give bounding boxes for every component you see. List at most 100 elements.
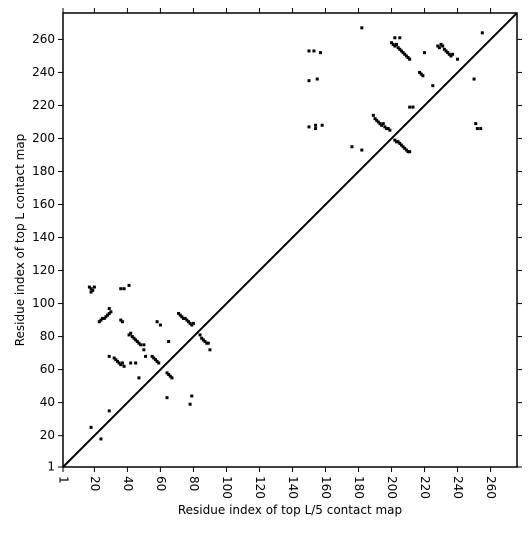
contact-point (208, 348, 212, 352)
contact-point (383, 125, 387, 129)
contact-point (150, 354, 154, 358)
contact-point (188, 402, 192, 406)
contact-point (157, 361, 161, 365)
contact-point (444, 49, 448, 53)
contact-point (165, 396, 169, 400)
contact-point (144, 354, 148, 358)
contact-point (137, 341, 141, 345)
contact-point (378, 122, 382, 126)
contact-point (393, 138, 397, 142)
contact-point (107, 354, 111, 358)
contact-point (119, 318, 123, 322)
contact-point (320, 123, 324, 127)
contact-point (375, 118, 379, 122)
contact-point (152, 356, 156, 360)
contact-point (456, 57, 460, 61)
contact-point (107, 311, 111, 315)
contact-point (447, 52, 451, 56)
contact-point (421, 74, 425, 78)
contact-point (403, 52, 407, 56)
contact-point (401, 51, 405, 55)
contact-point (398, 36, 402, 40)
contact-point (480, 31, 484, 35)
contact-point (203, 340, 207, 344)
contact-point (185, 318, 189, 322)
contact-point (190, 394, 194, 398)
contact-point (315, 77, 319, 81)
y-tick-label: 100 (32, 296, 55, 310)
contact-point (167, 373, 171, 377)
contact-point (99, 318, 103, 322)
contact-point (127, 283, 131, 287)
contact-point (307, 79, 311, 83)
contact-point (97, 320, 101, 324)
contact-point (134, 338, 138, 342)
x-tick-label: 60 (154, 476, 168, 491)
contact-point (122, 364, 126, 368)
y-tick-label: 40 (40, 395, 55, 409)
contact-point (399, 49, 403, 53)
contact-point (385, 127, 389, 131)
contact-point (114, 358, 118, 362)
x-tick-label: 120 (253, 476, 267, 499)
y-tick-label: 220 (32, 98, 55, 112)
contact-point (142, 348, 146, 352)
contact-point (401, 145, 405, 149)
contact-point (109, 310, 113, 314)
contact-point (130, 335, 134, 339)
contact-point (439, 42, 443, 46)
contact-point (119, 363, 123, 367)
contact-point (158, 323, 162, 327)
contact-point (206, 341, 210, 345)
contact-point (408, 105, 412, 109)
contact-point (139, 343, 143, 347)
contact-point (107, 409, 111, 413)
contact-point (119, 287, 123, 291)
contact-point (127, 333, 131, 337)
contact-point (178, 313, 182, 317)
contact-point (198, 333, 202, 337)
x-tick-label: 200 (385, 476, 399, 499)
contact-point (129, 361, 133, 365)
contact-point (132, 336, 136, 340)
x-tick-label: 40 (121, 476, 135, 491)
contact-point (404, 148, 408, 152)
contact-point (451, 52, 455, 56)
contact-point (406, 150, 410, 154)
y-tick-label: 20 (40, 428, 55, 442)
contact-point (360, 26, 364, 30)
x-tick-label: 180 (352, 476, 366, 499)
contact-point (191, 321, 195, 325)
contact-point (135, 340, 139, 344)
contact-point (168, 374, 172, 378)
contact-point (319, 51, 323, 55)
y-tick-label: 120 (32, 263, 55, 277)
contact-point (107, 307, 111, 311)
contact-point (393, 36, 397, 40)
contact-point (408, 150, 412, 154)
contact-point (180, 315, 184, 319)
contact-point (350, 145, 354, 149)
x-tick-label: 100 (220, 476, 234, 499)
x-axis-label: Residue index of top L/5 contact map (178, 503, 402, 517)
contact-point (177, 311, 181, 315)
y-tick-label: 60 (40, 362, 55, 376)
contact-point (205, 341, 209, 345)
contact-point (404, 54, 408, 58)
contact-point (115, 359, 119, 363)
contact-point (396, 140, 400, 144)
contact-point (165, 371, 169, 375)
contact-point (91, 288, 95, 292)
y-axis-label: Residue index of top L contact map (13, 134, 27, 347)
contact-point (120, 320, 124, 324)
contact-point (155, 320, 159, 324)
contact-point (182, 316, 186, 320)
contact-point (406, 56, 410, 60)
y-tick-label: 80 (40, 329, 55, 343)
contact-point (134, 361, 138, 365)
contact-point (388, 128, 392, 132)
contact-point (479, 127, 483, 131)
contact-point (307, 125, 311, 129)
contact-point (200, 336, 204, 340)
contact-point (190, 323, 194, 327)
